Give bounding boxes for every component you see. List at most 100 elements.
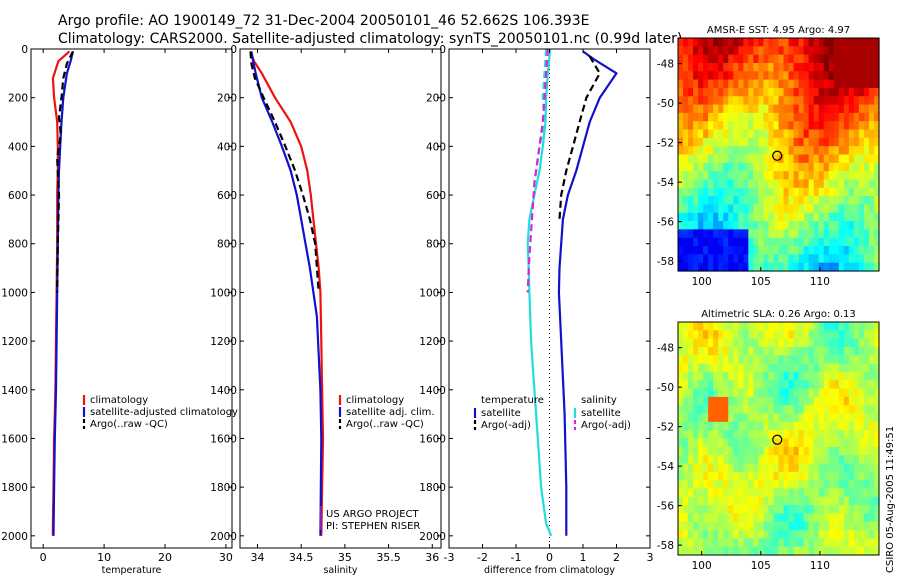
sst_map-cell xyxy=(748,154,754,164)
sla_map-cell xyxy=(718,488,724,498)
sla_map-cell xyxy=(843,338,850,348)
sla_map-cell xyxy=(783,346,790,356)
sst_map-cell xyxy=(753,54,760,64)
sla_map-cell xyxy=(728,530,734,539)
sla_map-cell xyxy=(693,521,699,531)
sst_map-cell xyxy=(793,171,800,181)
sst_map-cell xyxy=(693,154,699,164)
sla_map-cell xyxy=(828,413,835,423)
sla_map-cell xyxy=(863,488,870,498)
sst_map-cell xyxy=(773,62,780,72)
sla_map-cell xyxy=(698,530,704,539)
sst_map-cell xyxy=(858,212,865,222)
sla_map-cell xyxy=(823,530,830,539)
sst_map-cell xyxy=(683,154,689,164)
sst_map-cell xyxy=(778,79,785,89)
sst_map-cell xyxy=(798,162,805,172)
sla_map-cell xyxy=(863,388,870,398)
sla_map-cell xyxy=(708,338,714,348)
sla_map-cell xyxy=(828,338,835,348)
sst_map-cell xyxy=(773,46,780,56)
sla_map-cell xyxy=(713,455,719,465)
sst_map-cell xyxy=(823,46,830,56)
sla_map-cell xyxy=(778,396,785,406)
sst_map-cell xyxy=(828,79,835,89)
sla_map-cell xyxy=(798,488,805,498)
sla_map-cell xyxy=(728,421,734,431)
sst_map-cell xyxy=(723,104,729,114)
sla_map-cell xyxy=(793,505,800,514)
sla_map-cell xyxy=(693,496,699,506)
sst_map-cell xyxy=(788,71,795,81)
sst_map-cell xyxy=(713,154,719,164)
sst_map-cell xyxy=(698,79,704,89)
sla_map-cell xyxy=(753,388,760,398)
sla_map-cell xyxy=(678,371,684,381)
sst_map-cell xyxy=(703,46,709,56)
sst_map-cell xyxy=(738,171,744,181)
sla_map-cell xyxy=(793,413,800,423)
sla_map-cell xyxy=(778,530,785,539)
sla_map-cell xyxy=(868,546,875,556)
sla_map-cell xyxy=(833,496,840,506)
sla_map-cell xyxy=(828,538,835,548)
sst_map-cell xyxy=(828,46,835,56)
sst_map-cell xyxy=(748,62,754,72)
sst_map-cell xyxy=(833,179,840,189)
sla_map-cell xyxy=(698,480,704,490)
sla_map-cell xyxy=(773,438,780,448)
sst_map-cell xyxy=(763,237,770,247)
sla_map-cell xyxy=(873,471,880,481)
sla_map-cell xyxy=(683,380,689,390)
sla_map-cell xyxy=(793,496,800,506)
sla_map-cell xyxy=(678,363,684,373)
sst_map-cell xyxy=(813,254,820,264)
sla_map-cell xyxy=(718,505,724,514)
sla_map-cell xyxy=(833,355,840,365)
sst_map-cell xyxy=(823,262,830,272)
sst_map-cell xyxy=(773,237,780,247)
sst_map-cell xyxy=(823,146,830,156)
sst_map-cell xyxy=(743,62,749,72)
sla_map-cell xyxy=(688,405,694,415)
sst_map-cell xyxy=(743,46,749,56)
sst_map-cell xyxy=(698,62,704,72)
sla_map-cell xyxy=(713,438,719,448)
sst_map-cell xyxy=(683,187,689,197)
sla_map-cell xyxy=(758,538,765,548)
sla_map-cell xyxy=(848,438,855,448)
sst_map-cell xyxy=(758,79,765,89)
sla_map-cell xyxy=(738,538,744,548)
sla_map-cell xyxy=(758,505,765,514)
sla_map-cell xyxy=(828,488,835,498)
sst_map-cell xyxy=(838,154,845,164)
sst_map-cell xyxy=(723,137,729,147)
sla_map-cell xyxy=(798,413,805,423)
sst_map-cell xyxy=(868,262,875,272)
sla_map-cell xyxy=(818,388,825,398)
sla_map-cell xyxy=(798,446,805,456)
sst_map-cell xyxy=(813,112,820,122)
sst_map-cell xyxy=(703,54,709,64)
sla_map-cell xyxy=(873,396,880,406)
sst_map-cell xyxy=(823,237,830,247)
sst_map-cell xyxy=(823,62,830,72)
sla_map-cell xyxy=(733,371,739,381)
sst_map-cell xyxy=(693,179,699,189)
sst_map-cell xyxy=(838,54,845,64)
sla_map-cell xyxy=(688,371,694,381)
sst_map-cell xyxy=(793,196,800,206)
sst_map-cell xyxy=(678,212,684,222)
sst_map-cell xyxy=(768,162,775,172)
sst_map-cell xyxy=(843,87,850,97)
sla_map-cell xyxy=(688,346,694,356)
sst_map-cell xyxy=(853,79,860,89)
sla_map-cell xyxy=(818,521,825,531)
sst_map-cell xyxy=(823,246,830,255)
sla_map-cell xyxy=(758,530,765,539)
sst_map-cell xyxy=(778,112,785,122)
sla_map-cell xyxy=(863,380,870,390)
sst_map-cell xyxy=(838,246,845,255)
sla_map-cell xyxy=(853,355,860,365)
sst_map-cell xyxy=(683,54,689,64)
